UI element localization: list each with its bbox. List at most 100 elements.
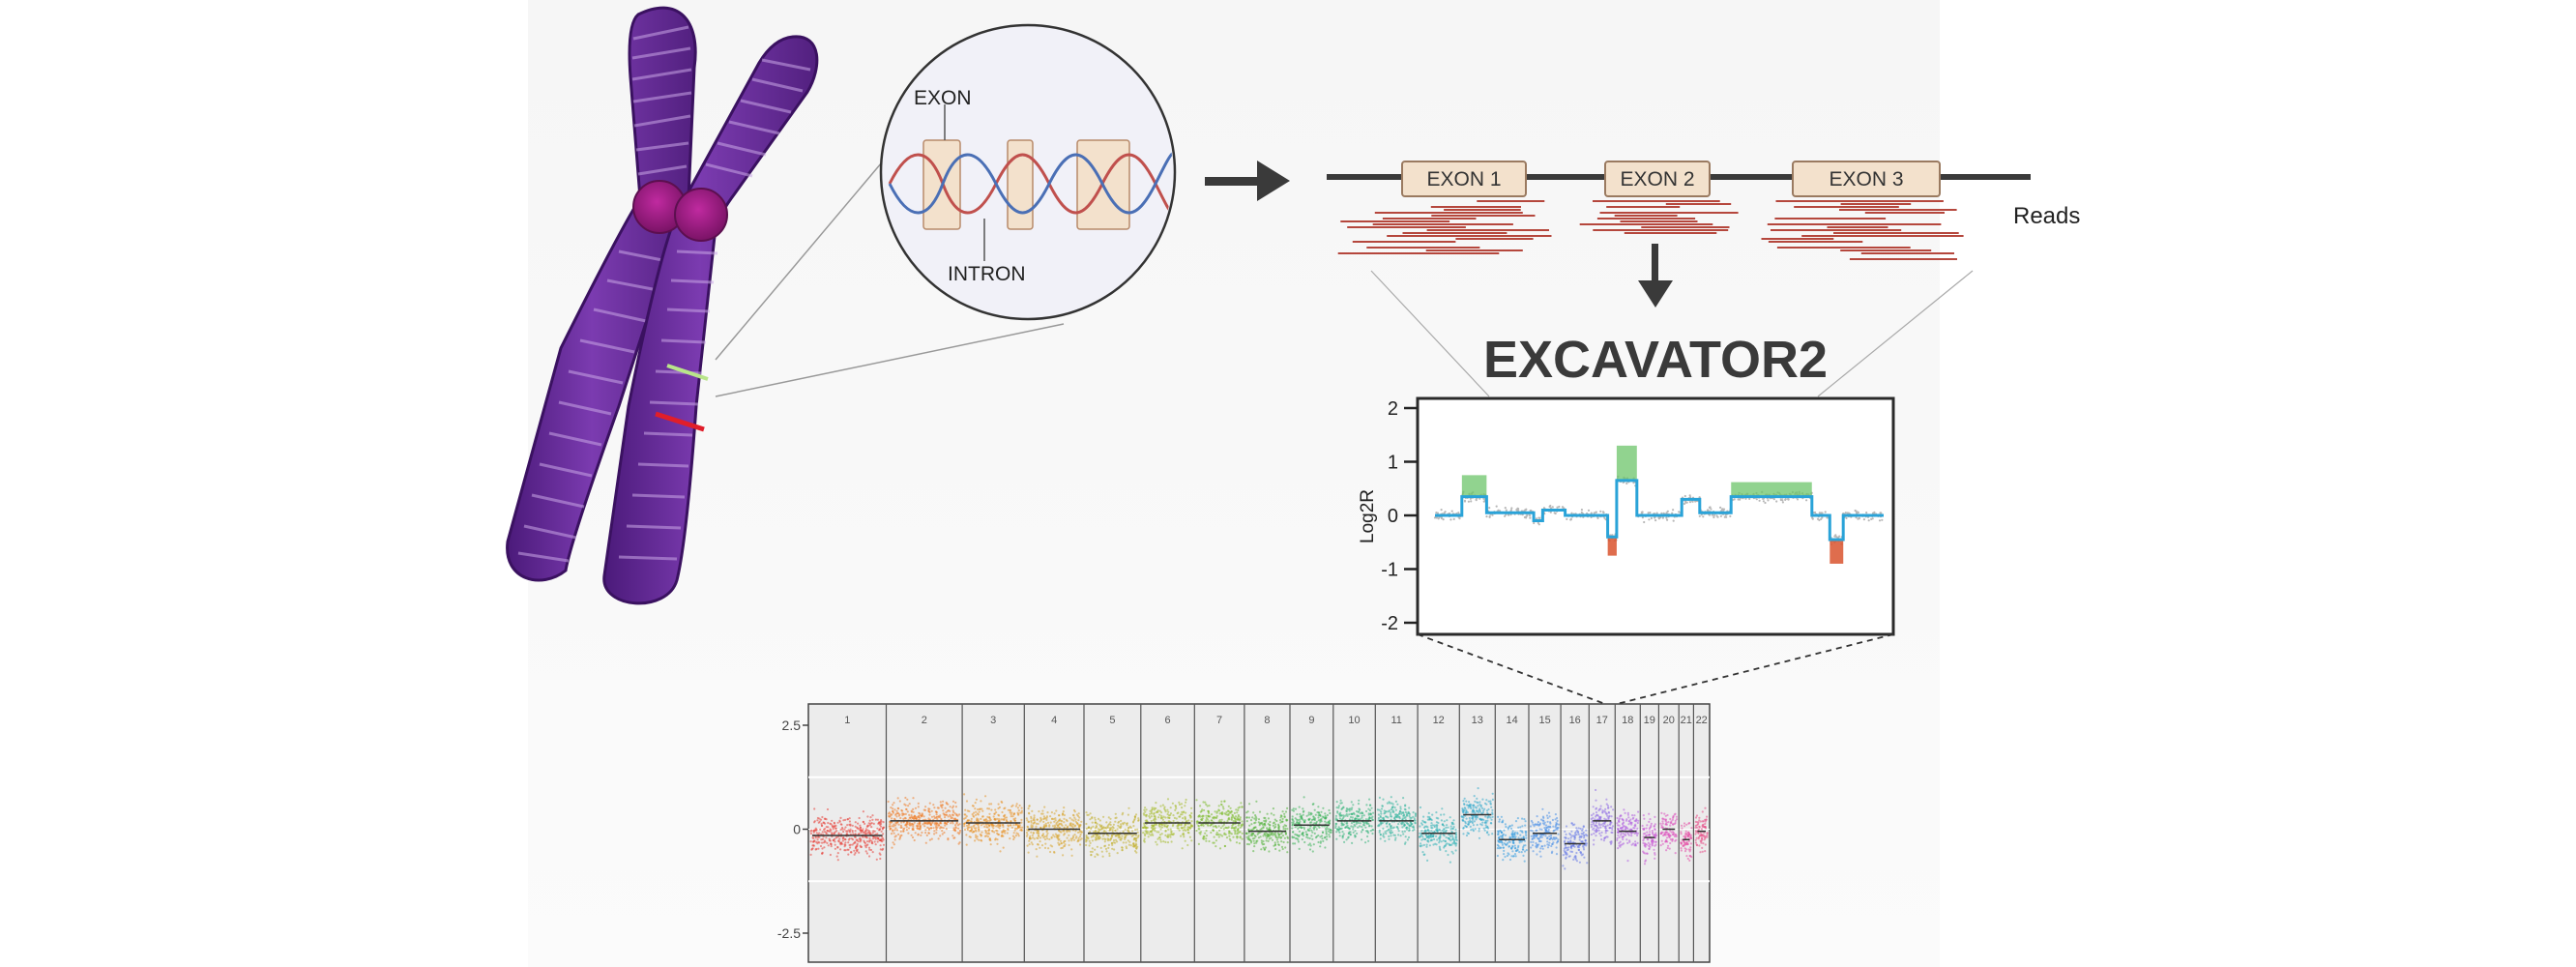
genome-point bbox=[1199, 805, 1202, 807]
genome-point bbox=[1311, 837, 1314, 841]
genome-point bbox=[1229, 806, 1232, 809]
log2r-point bbox=[1691, 500, 1694, 503]
genome-point bbox=[1028, 820, 1031, 823]
genome-point bbox=[994, 808, 997, 811]
genome-point bbox=[1198, 814, 1201, 817]
genome-point bbox=[871, 851, 874, 854]
genome-point bbox=[1502, 859, 1505, 862]
genome-point bbox=[1185, 801, 1187, 804]
genome-point bbox=[1330, 829, 1332, 832]
genome-point bbox=[1496, 854, 1499, 858]
genome-point bbox=[1636, 841, 1639, 845]
genome-point bbox=[1449, 825, 1452, 828]
genome-point bbox=[1017, 813, 1020, 816]
genome-point bbox=[1302, 813, 1304, 816]
genome-point bbox=[1507, 828, 1509, 831]
genome-point bbox=[867, 846, 871, 849]
genome-point bbox=[1151, 806, 1154, 809]
genome-point bbox=[1252, 811, 1255, 814]
log2r-point bbox=[1661, 516, 1664, 519]
genome-point bbox=[1169, 812, 1173, 815]
genome-point bbox=[1172, 833, 1175, 835]
genome-point bbox=[1202, 824, 1205, 828]
genome-point bbox=[866, 825, 869, 828]
genome-point bbox=[898, 837, 901, 840]
genome-point bbox=[1226, 809, 1229, 812]
log2r-point bbox=[1457, 512, 1460, 514]
dashed-line-left bbox=[1417, 633, 1606, 705]
genome-point bbox=[1406, 812, 1409, 815]
genome-point bbox=[1486, 811, 1489, 814]
genome-point bbox=[1598, 832, 1601, 835]
genome-point bbox=[1556, 840, 1560, 843]
genome-point bbox=[1286, 841, 1289, 844]
genome-point bbox=[1045, 830, 1048, 834]
genome-point bbox=[1233, 817, 1236, 820]
genome-point bbox=[935, 827, 938, 830]
genome-point bbox=[990, 808, 993, 811]
genome-point bbox=[1503, 829, 1506, 832]
genome-point bbox=[869, 822, 872, 825]
genome-point bbox=[1092, 825, 1095, 828]
genome-point bbox=[1190, 806, 1193, 809]
genome-point bbox=[1378, 829, 1381, 833]
genome-point bbox=[950, 822, 952, 825]
genome-point bbox=[1097, 828, 1099, 831]
genome-point bbox=[1249, 841, 1253, 844]
genome-point bbox=[813, 839, 816, 842]
genome-point bbox=[1284, 810, 1288, 813]
genome-point bbox=[1428, 844, 1431, 847]
genome-point bbox=[1272, 824, 1274, 828]
genome-point bbox=[1636, 821, 1639, 825]
genome-point bbox=[1329, 811, 1332, 815]
genome-point bbox=[1498, 835, 1501, 838]
genome-points bbox=[809, 787, 1709, 870]
genome-point bbox=[954, 830, 957, 833]
genome-point bbox=[881, 827, 885, 830]
genome-point bbox=[1445, 826, 1448, 830]
genome-point bbox=[1150, 831, 1153, 834]
genome-point bbox=[1410, 825, 1413, 828]
genome-point bbox=[1303, 809, 1305, 813]
genome-point bbox=[1337, 828, 1340, 831]
genome-point bbox=[937, 806, 940, 809]
genome-point bbox=[1131, 830, 1134, 833]
genome-point bbox=[1467, 820, 1470, 824]
genome-point bbox=[1185, 798, 1187, 802]
genome-point bbox=[1218, 819, 1221, 822]
genome-point bbox=[1498, 818, 1501, 821]
genome-point bbox=[1001, 801, 1004, 805]
genome-point bbox=[1218, 829, 1221, 832]
genome-point bbox=[1142, 812, 1145, 815]
genome-point bbox=[1127, 843, 1130, 846]
genome-point bbox=[868, 855, 871, 858]
genome-point bbox=[910, 834, 913, 836]
genome-point bbox=[916, 825, 919, 828]
genome-point bbox=[1221, 825, 1224, 828]
genome-point bbox=[1407, 823, 1410, 826]
genome-point bbox=[1215, 839, 1217, 842]
genome-point bbox=[986, 819, 989, 823]
genome-point bbox=[1435, 843, 1438, 846]
genome-point bbox=[1454, 844, 1457, 847]
genome-point bbox=[1354, 834, 1357, 837]
genome-point bbox=[1215, 831, 1218, 835]
genome-point bbox=[1236, 833, 1239, 835]
genome-point bbox=[1516, 848, 1519, 851]
genome-point bbox=[1016, 806, 1019, 809]
genome-point bbox=[933, 833, 936, 835]
genome-point bbox=[978, 830, 981, 833]
genome-point bbox=[1014, 827, 1017, 831]
genome-point bbox=[1260, 848, 1263, 851]
genome-point bbox=[1017, 809, 1020, 812]
genome-point bbox=[1278, 833, 1281, 835]
genome-point bbox=[822, 828, 826, 832]
genome-point bbox=[1247, 835, 1250, 837]
genome-point bbox=[924, 841, 927, 844]
genome-point bbox=[1009, 811, 1011, 814]
genome-point bbox=[1443, 835, 1446, 837]
genome-point bbox=[1042, 820, 1045, 824]
genome-point bbox=[1002, 825, 1005, 829]
genome-point bbox=[1620, 834, 1623, 836]
genome-point bbox=[1283, 815, 1286, 819]
